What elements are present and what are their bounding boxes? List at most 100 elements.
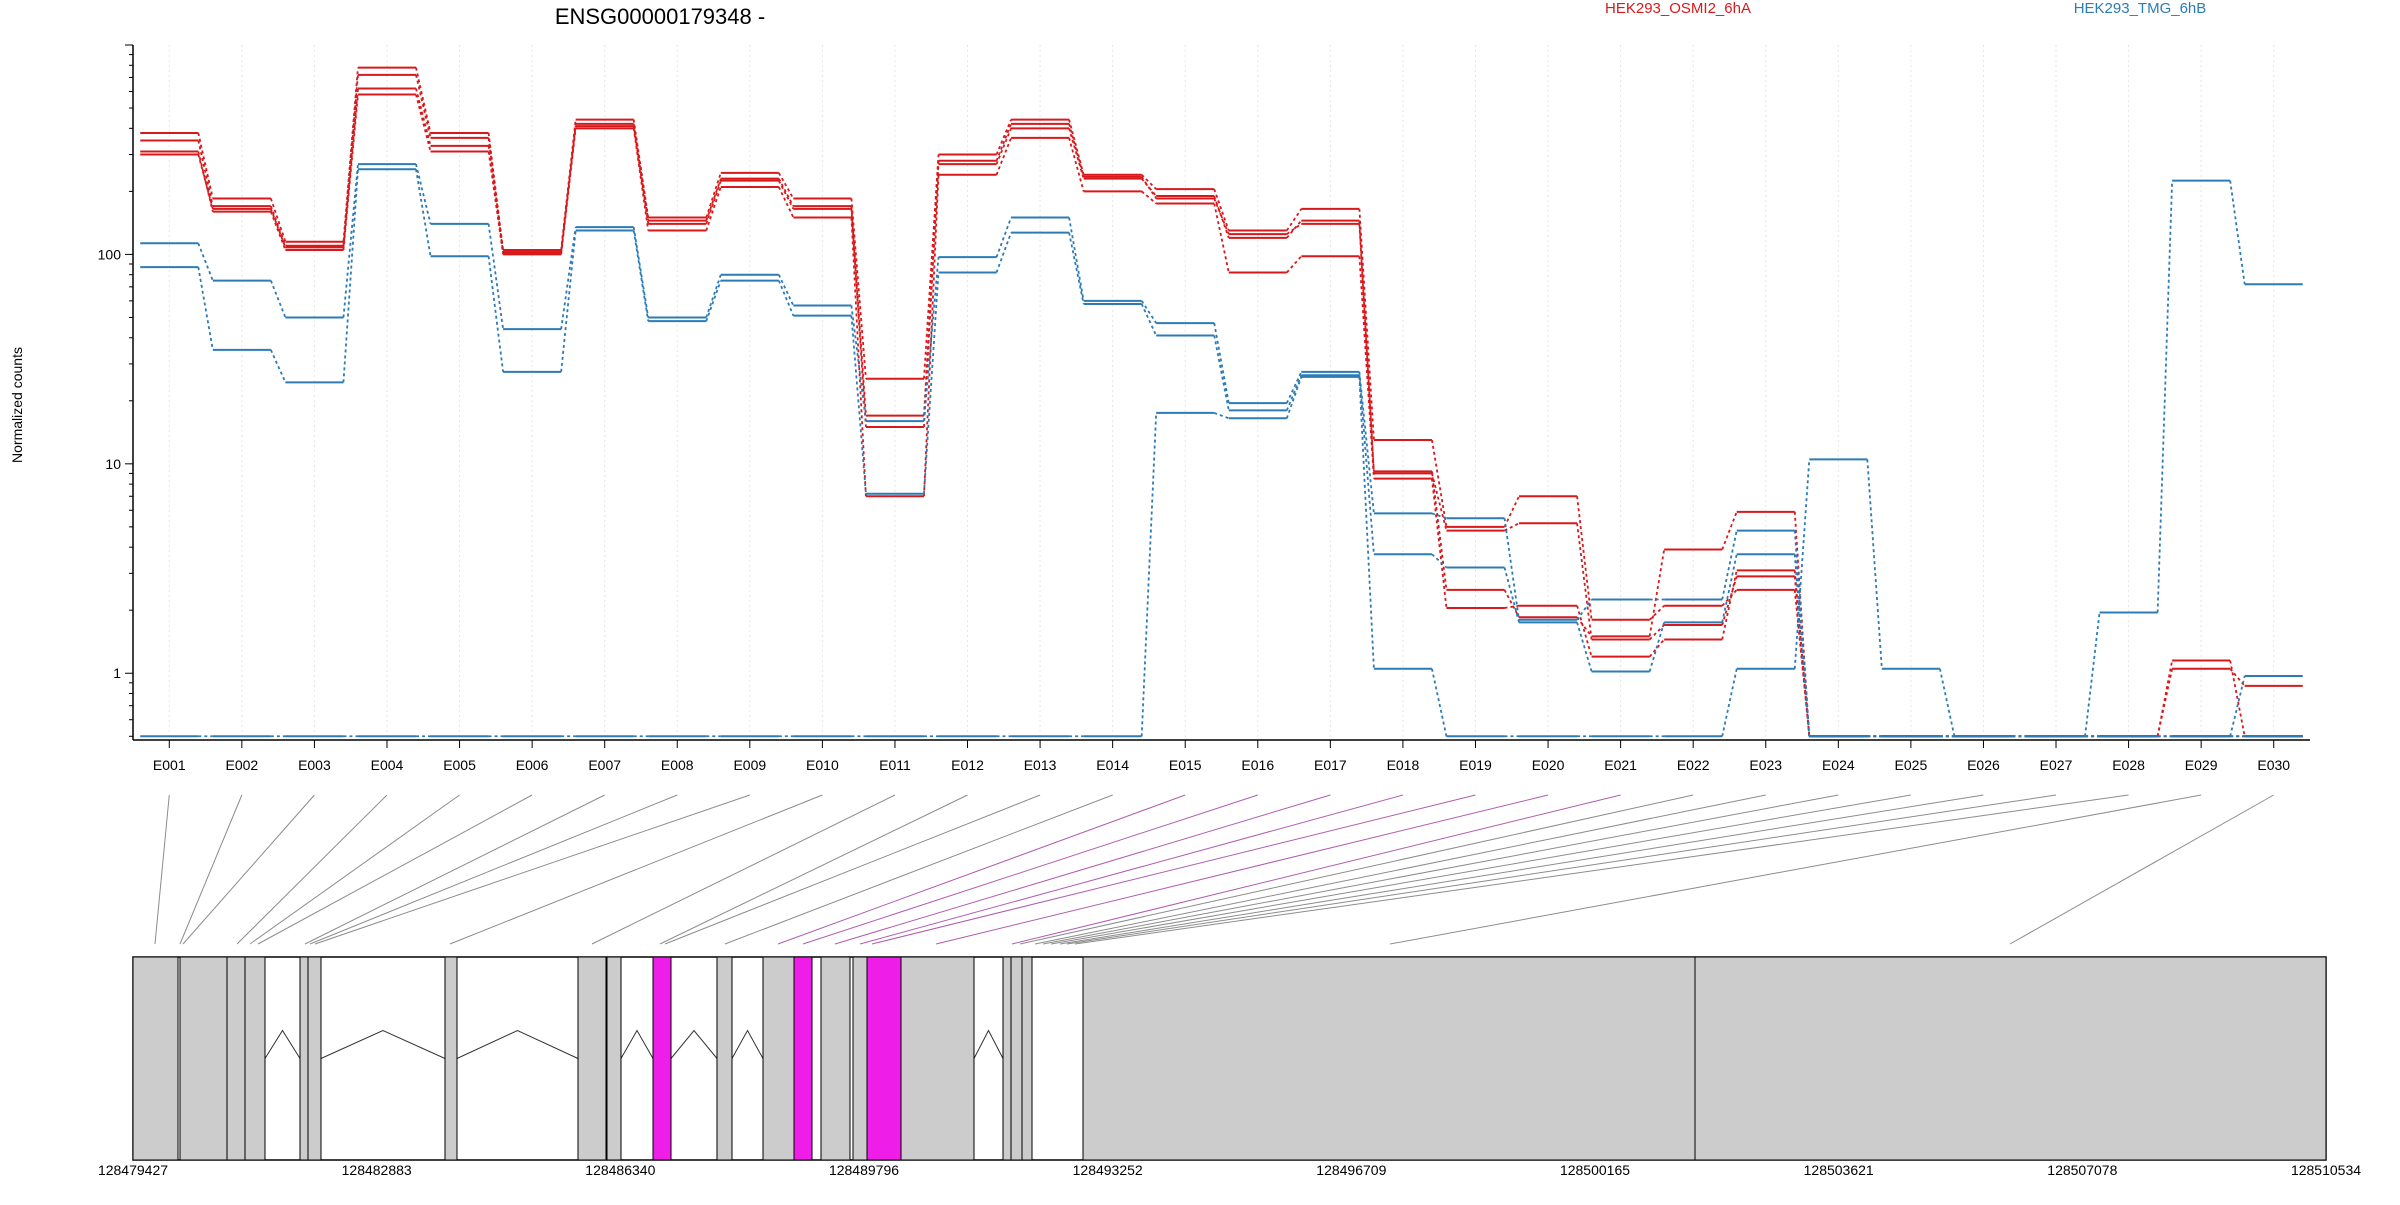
transition-segment (2229, 660, 2246, 737)
transition-segment (1285, 371, 1303, 404)
exon-block (900, 956, 975, 1161)
transition-segment (632, 123, 650, 221)
transition-segment (197, 266, 214, 351)
y-tick-label: 1 (113, 665, 121, 681)
exon-block (852, 956, 868, 1161)
intron-line (264, 1029, 301, 1059)
exon-connector (664, 794, 1041, 945)
exon-connector (1074, 794, 2129, 945)
grid-lines (168, 45, 2275, 740)
transition-segment (1140, 412, 1158, 737)
intron-line (320, 1029, 446, 1059)
transition-segment (1213, 322, 1230, 404)
transition-segment (342, 94, 359, 251)
x-tick-label: E003 (298, 757, 331, 773)
transition-segment (2229, 180, 2246, 285)
x-tick-label: E001 (153, 757, 186, 773)
transition-segment (342, 88, 359, 248)
x-tick-label: E023 (1749, 757, 1782, 773)
transition-segment (778, 178, 795, 207)
transition-segment (1793, 554, 1811, 737)
transition-segment (1068, 217, 1085, 302)
exon-block (762, 956, 795, 1161)
x-tick-label: E004 (371, 757, 404, 773)
transition-segment (850, 198, 867, 379)
transition-segment (705, 172, 722, 218)
transition-segment (1068, 232, 1085, 305)
exon-connector (1042, 794, 1839, 945)
chart-title: ENSG00000179348 - (555, 4, 765, 29)
transition-segment (1285, 376, 1303, 419)
transition-segment (995, 232, 1012, 273)
transition-segment (1503, 589, 1520, 618)
transition-segment (342, 67, 359, 242)
transition-segment (1576, 598, 1593, 621)
x-tick-label: E017 (1314, 757, 1347, 773)
exon-connector (802, 794, 1258, 945)
exon-block (606, 956, 622, 1161)
transition-segment (1866, 459, 1883, 669)
intron-line (456, 1029, 579, 1059)
transition-segment (1503, 567, 1520, 623)
exon-connector (1034, 794, 1766, 945)
exon-block (1010, 956, 1023, 1161)
exon-connector (859, 794, 1404, 945)
exon-connector (834, 794, 1331, 945)
exon-block (1021, 956, 1033, 1161)
genomic-coordinate-label: 128507078 (2047, 1162, 2117, 1178)
highlighted-exon (652, 956, 672, 1161)
transition-segment (415, 169, 432, 257)
transition-segment (995, 127, 1012, 165)
transition-segment (2156, 668, 2174, 737)
transition-segment (197, 242, 214, 281)
transition-segment (995, 217, 1012, 258)
transition-segment (1213, 412, 1230, 420)
transition-segment (1504, 522, 1520, 532)
x-tick-label: E018 (1387, 757, 1420, 773)
transition-segment (270, 205, 287, 247)
transition-segment (1576, 616, 1593, 637)
exon-block (1082, 956, 1696, 1161)
transition-segment (1140, 300, 1157, 324)
transition-segment (1286, 208, 1303, 232)
transition-segment (1358, 256, 1375, 479)
genomic-coordinate-label: 128482883 (342, 1162, 412, 1178)
transition-segment (1721, 554, 1738, 623)
transition-segment (1431, 471, 1448, 591)
genomic-coordinate-label: 128510534 (2291, 1162, 2361, 1178)
transition-segment (1648, 638, 1665, 658)
transition-segment (1503, 495, 1520, 528)
exon-block (716, 956, 733, 1161)
transition-segment (850, 217, 867, 497)
transition-segment (1213, 198, 1230, 235)
x-tick-label: E020 (1532, 757, 1565, 773)
legend-label-tmg: HEK293_TMG_6hB (2074, 0, 2207, 17)
exon-block (444, 956, 458, 1161)
transition-segment (415, 74, 432, 139)
genomic-coordinate-label: 128496709 (1316, 1162, 1386, 1178)
transition-segment (1140, 178, 1157, 197)
transition-segment (415, 94, 432, 152)
transition-segment (270, 349, 287, 383)
exon-connector (236, 794, 388, 945)
series-7 (140, 179, 2303, 738)
x-tick-label: E011 (879, 757, 911, 773)
transition-segment (705, 274, 722, 318)
x-tick-label: E014 (1096, 757, 1129, 773)
exon-connector (1019, 794, 1694, 945)
transition-segment (1286, 255, 1302, 274)
x-tick-label: E007 (588, 757, 621, 773)
intron-line (731, 1029, 764, 1059)
transition-segment (1358, 223, 1375, 472)
transition-segment (1504, 604, 1520, 609)
transition-segment (270, 198, 287, 242)
transition-segment (2156, 180, 2174, 613)
genomic-coordinate-label: 128500165 (1560, 1162, 1630, 1178)
transition-segment (778, 172, 795, 199)
transition-segment (270, 208, 287, 248)
transition-segment (1140, 176, 1157, 199)
y-axis-label: Normalized counts (9, 347, 25, 463)
exon-connector (182, 794, 315, 945)
transition-segment (850, 206, 867, 416)
